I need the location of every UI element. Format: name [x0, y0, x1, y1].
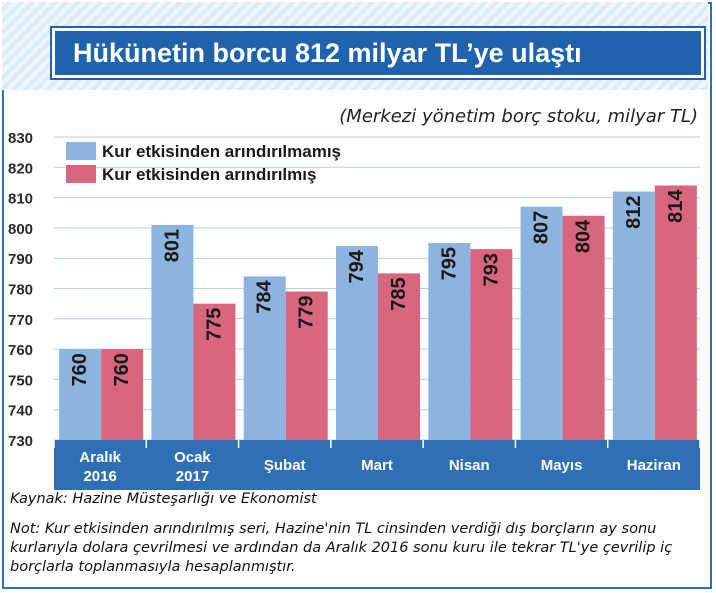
bar-unadjusted	[612, 191, 655, 440]
legend-label: Kur etkisinden arındırılmış	[102, 165, 316, 184]
chart-subtitle: (Merkezi yönetim borç stoku, milyar TL)	[339, 106, 698, 127]
bar-unadjusted	[520, 206, 563, 440]
data-label: 779	[296, 296, 318, 329]
bar-unadjusted	[59, 349, 102, 440]
y-tick-label: 750	[8, 372, 33, 389]
source-text: Kaynak: Hazine Müsteşarlığı ve Ekonomist	[10, 491, 317, 507]
bar-adjusted	[562, 215, 605, 440]
x-tick-label: Aralık	[79, 449, 121, 466]
y-tick-label: 740	[8, 403, 33, 420]
x-tick-label: 2017	[176, 468, 209, 485]
legend-swatch	[66, 165, 96, 183]
note-text: Not: Kur etkisinden arındırılmış seri, H…	[10, 521, 673, 575]
x-tick-label: Nisan	[449, 457, 490, 474]
y-tick-label: 730	[8, 433, 33, 450]
bar-unadjusted	[336, 246, 378, 440]
y-tick-label: 830	[8, 130, 33, 147]
bar-adjusted	[470, 249, 513, 440]
bar-unadjusted	[151, 224, 194, 440]
data-label: 814	[665, 189, 687, 223]
y-tick-label: 820	[8, 160, 33, 177]
data-label: 804	[573, 219, 595, 253]
bar-adjusted	[378, 273, 420, 440]
data-label: 785	[388, 277, 410, 310]
data-label: 807	[531, 211, 553, 244]
x-tick-label: Ocak	[174, 449, 211, 466]
y-tick-label: 800	[8, 221, 33, 238]
data-label: 812	[623, 196, 645, 229]
data-label: 801	[161, 229, 183, 262]
y-tick-label: 810	[8, 191, 33, 208]
data-label: 793	[480, 253, 502, 286]
y-tick-label: 790	[8, 251, 33, 268]
data-label: 795	[438, 247, 460, 280]
legend-swatch	[66, 142, 96, 160]
x-tick-label: Mart	[361, 457, 393, 474]
legend-label: Kur etkisinden arındırılmamış	[102, 142, 341, 161]
bar-adjusted	[285, 291, 328, 440]
data-label: 775	[203, 308, 225, 341]
x-tick-label: Şubat	[264, 457, 306, 474]
bar-adjusted	[101, 349, 144, 440]
x-axis-band	[54, 440, 700, 490]
bar-unadjusted	[428, 243, 471, 440]
bar-adjusted	[193, 303, 236, 440]
data-label: 794	[346, 249, 368, 283]
title-box: Hükünetin borcu 812 milyar TL’ye ulaştı	[52, 28, 704, 78]
x-tick-label: Mayıs	[541, 457, 583, 474]
bar-adjusted	[654, 185, 697, 440]
data-label: 760	[69, 353, 91, 386]
x-tick-label: Haziran	[627, 457, 681, 474]
data-label: 760	[111, 353, 133, 386]
data-label: 784	[254, 280, 276, 314]
y-tick-label: 780	[8, 282, 33, 299]
bar-unadjusted	[243, 276, 286, 440]
x-tick-label: 2016	[83, 468, 116, 485]
y-tick-label: 760	[8, 342, 33, 359]
chart-title: Hükünetin borcu 812 milyar TL’ye ulaştı	[73, 38, 582, 68]
y-tick-label: 770	[8, 312, 33, 329]
